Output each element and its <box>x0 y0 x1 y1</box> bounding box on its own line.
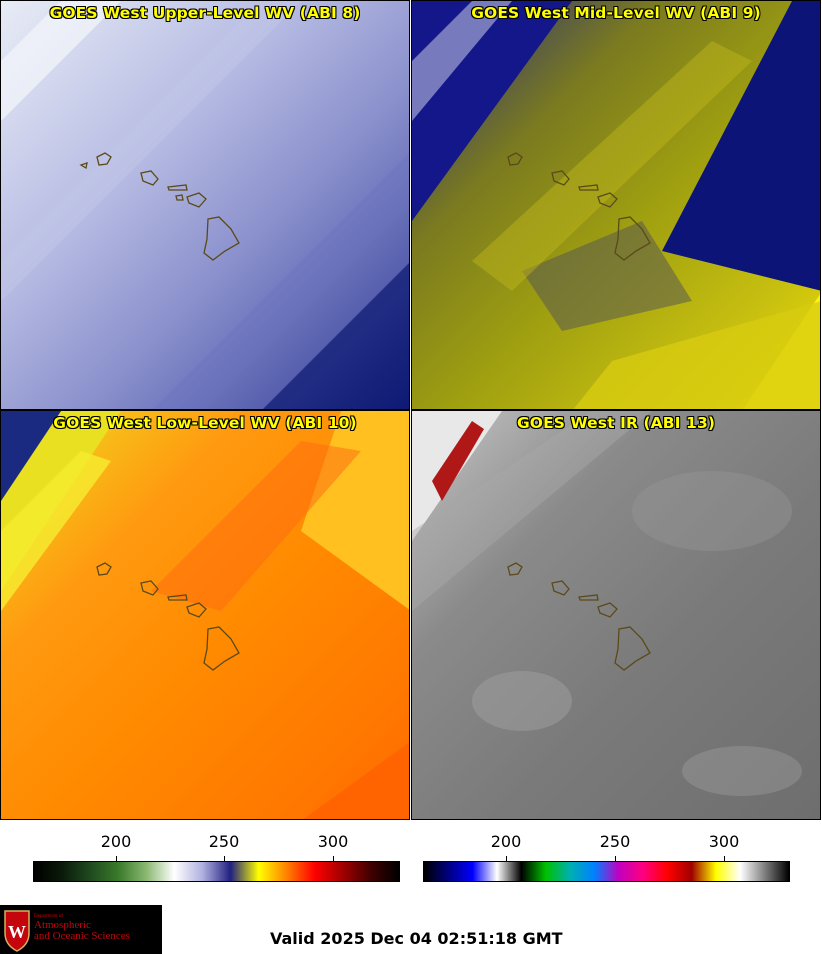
wv-tick-label: 300 <box>317 832 349 851</box>
hawaii-coastline <box>507 152 651 261</box>
logo-line-2: Atmospheric <box>34 919 91 931</box>
logo-department: Department of <box>34 914 64 919</box>
hawaii-coastline <box>96 562 240 671</box>
ir-tick-label: 300 <box>708 832 740 851</box>
ir-panel: GOES West IR (ABI 13) <box>411 410 821 820</box>
mid-level-wv-image <box>412 1 820 409</box>
upper-level-wv-panel: GOES West Upper-Level WV (ABI 8) <box>0 0 410 410</box>
logo-line-3: and Oceanic Sciences <box>34 930 130 942</box>
wv-tick-mark <box>224 856 225 861</box>
ir-tick-mark <box>615 856 616 861</box>
panel-title: GOES West Mid-Level WV (ABI 9) <box>471 4 761 22</box>
uw-crest-icon: W <box>4 910 30 952</box>
valid-time: Valid 2025 Dec 04 02:51:18 GMT <box>270 929 563 948</box>
panel-title: GOES West IR (ABI 13) <box>516 414 716 432</box>
panel-title: GOES West Low-Level WV (ABI 10) <box>53 414 357 432</box>
ir-tick-mark <box>724 856 725 861</box>
upper-level-wv-image <box>1 1 409 409</box>
wv-tick-mark <box>333 856 334 861</box>
low-level-wv-panel: GOES West Low-Level WV (ABI 10) <box>0 410 410 820</box>
wv-colorbar-gradient <box>33 861 400 882</box>
aos-logo: W Department of Atmospheric and Oceanic … <box>0 905 162 954</box>
ir-tick-mark <box>506 856 507 861</box>
hawaii-coastline <box>79 152 240 261</box>
svg-text:W: W <box>8 922 26 942</box>
ir-image <box>412 411 820 819</box>
hawaii-coastline <box>507 562 651 671</box>
wv-tick-label: 200 <box>100 832 132 851</box>
ir-tick-label: 250 <box>599 832 631 851</box>
low-level-wv-image <box>1 411 409 819</box>
ir-colorbar-gradient <box>423 861 790 882</box>
ir-tick-label: 200 <box>490 832 522 851</box>
panel-title: GOES West Upper-Level WV (ABI 8) <box>49 4 361 22</box>
mid-level-wv-panel: GOES West Mid-Level WV (ABI 9) <box>411 0 821 410</box>
wv-tick-label: 250 <box>208 832 240 851</box>
wv-tick-mark <box>116 856 117 861</box>
